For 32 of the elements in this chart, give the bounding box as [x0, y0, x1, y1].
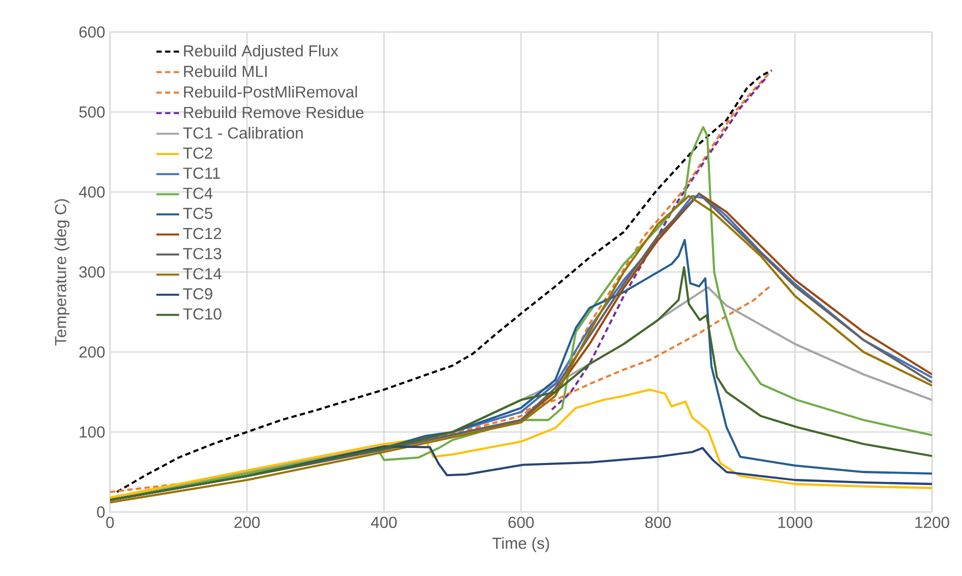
y-tick-label: 200: [79, 346, 105, 358]
x-tick-label: 1000: [778, 516, 812, 528]
legend-label: TC9: [183, 288, 212, 300]
legend-label: TC4: [183, 188, 213, 199]
line-series: [110, 388, 932, 499]
y-axis-title: Temperature (deg C): [54, 199, 70, 346]
y-tick-label: 300: [79, 266, 105, 278]
x-tick-label: 800: [645, 516, 671, 528]
y-tick-label: 400: [78, 186, 105, 198]
legend-label: TC1 - Calibration: [183, 126, 303, 139]
legend-label: TC5: [183, 208, 212, 220]
line-series: [550, 76, 768, 411]
legend-label: TC14: [183, 268, 222, 280]
x-tick-label: 600: [508, 516, 534, 528]
y-tick-label: 0: [97, 506, 105, 518]
x-tick-label: 200: [234, 516, 260, 528]
legend-label: TC2: [183, 147, 212, 159]
legend-label: TC12: [183, 228, 222, 240]
legend-label: Rebuild-PostMliRemoval: [184, 86, 357, 98]
legend-label: TC13: [183, 248, 222, 260]
x-tick-label: 400: [371, 516, 397, 528]
x-tick-label: 0: [106, 516, 114, 528]
x-tick-label: 1200: [915, 516, 950, 528]
y-tick-label: 600: [79, 26, 105, 38]
legend-label: TC10: [183, 308, 222, 320]
legend-label: Rebuild MLI: [184, 65, 267, 78]
x-axis-title: Time (s): [492, 537, 550, 552]
legend-label: Rebuild Remove Residue: [184, 106, 364, 118]
legend-label: TC11: [183, 168, 220, 179]
legend-label: Rebuild Adjusted Flux: [184, 44, 338, 60]
y-tick-label: 100: [80, 426, 105, 438]
y-tick-label: 500: [79, 106, 105, 118]
